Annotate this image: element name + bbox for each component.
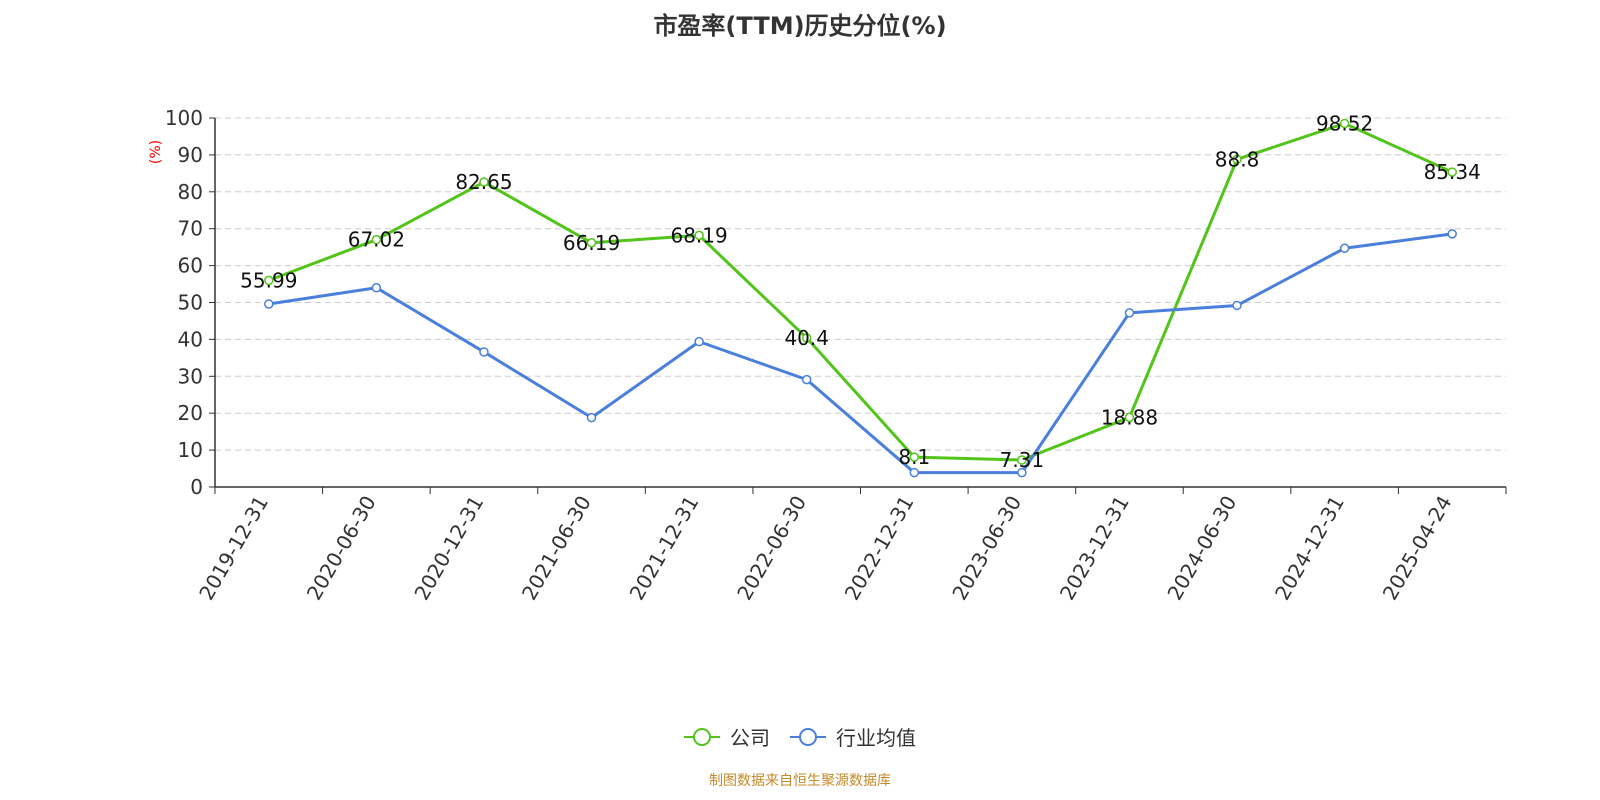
source-note: 制图数据来自恒生聚源数据库 bbox=[709, 773, 891, 789]
data-point bbox=[909, 452, 920, 462]
x-tick-label: 2019-12-31 bbox=[194, 492, 273, 605]
data-point bbox=[264, 275, 274, 286]
chart-canvas: 0 10 20 30 40 50 60 70 80 90 100(%) 2019-12-31 2020-… bbox=[148, 106, 1507, 605]
data-point bbox=[586, 412, 597, 423]
data-label: 8.1 bbox=[898, 445, 930, 469]
data-point bbox=[909, 467, 920, 478]
data-point bbox=[801, 333, 812, 343]
data-point bbox=[1017, 455, 1027, 465]
y-tick-label: 100 bbox=[165, 106, 203, 130]
data-label: 18.88 bbox=[1101, 405, 1158, 429]
series-line bbox=[268, 232, 1453, 475]
y-tick-label: 70 bbox=[178, 217, 203, 241]
legend-line-icon bbox=[790, 727, 826, 746]
legend-label-company: 公司 bbox=[730, 726, 770, 750]
data-point bbox=[1017, 467, 1027, 478]
data-label: 40.4 bbox=[784, 326, 829, 350]
data-label: 66.19 bbox=[563, 231, 620, 255]
x-tick-label: 2021-12-31 bbox=[625, 492, 704, 605]
axes: 0 10 20 30 40 50 60 70 80 90 100(%) 2019-12-31 2020-… bbox=[148, 106, 1507, 605]
data-point bbox=[801, 374, 812, 385]
data-point bbox=[1447, 229, 1457, 239]
data-point bbox=[479, 347, 489, 357]
legend-line-icon bbox=[684, 727, 720, 746]
y-tick-label: 60 bbox=[178, 254, 203, 278]
data-labels: 55.99 67.02 82.65 66.19 68.19 40.4 8.1 7.31 18.8… bbox=[240, 111, 1481, 472]
y-tick-label: 50 bbox=[178, 291, 203, 315]
legend-item-company[interactable]: 公司 bbox=[684, 722, 770, 751]
legend-label-industry: 行业均值 bbox=[836, 726, 916, 750]
x-tick-label: 2024-06-30 bbox=[1162, 492, 1241, 605]
series-line bbox=[268, 121, 1453, 462]
data-label: 7.31 bbox=[1000, 448, 1045, 472]
y-tick-label: 20 bbox=[178, 401, 203, 425]
data-point bbox=[264, 299, 274, 309]
y-tick-label: 10 bbox=[178, 438, 203, 462]
y-tick-label: 90 bbox=[178, 143, 203, 167]
data-point bbox=[1232, 300, 1242, 311]
x-tick-label: 2023-12-31 bbox=[1055, 492, 1134, 605]
legend-item-industry[interactable]: 行业均值 bbox=[790, 722, 916, 751]
data-point bbox=[694, 230, 704, 241]
data-point bbox=[1232, 154, 1242, 165]
grid-lines bbox=[215, 117, 1506, 451]
series bbox=[264, 118, 1457, 478]
y-tick-label: 40 bbox=[178, 327, 203, 351]
y-tick-label: 0 bbox=[190, 475, 203, 499]
data-label: 88.8 bbox=[1215, 147, 1260, 171]
x-tick-label: 2024-12-31 bbox=[1270, 492, 1349, 605]
y-axis-label: (%) bbox=[148, 140, 164, 164]
x-tick-label: 2020-06-30 bbox=[302, 492, 381, 605]
x-tick-label: 2022-12-31 bbox=[840, 492, 919, 605]
data-point bbox=[586, 238, 597, 248]
x-tick-label: 2023-06-30 bbox=[947, 492, 1026, 605]
data-point bbox=[371, 234, 382, 245]
data-point bbox=[694, 336, 704, 347]
data-label: 55.99 bbox=[240, 268, 297, 292]
data-label: 68.19 bbox=[670, 223, 727, 247]
data-point bbox=[1339, 243, 1350, 254]
y-tick-label: 30 bbox=[178, 364, 203, 388]
data-label: 67.02 bbox=[348, 228, 405, 252]
chart-title: 市盈率(TTM)历史分位(%) bbox=[653, 12, 947, 40]
x-tick-label: 2021-06-30 bbox=[517, 492, 596, 605]
x-tick-label: 2025-04-24 bbox=[1378, 492, 1457, 605]
data-point bbox=[1124, 412, 1135, 423]
legend: 公司 行业均值 bbox=[0, 722, 1600, 751]
data-label: 82.65 bbox=[455, 170, 512, 194]
data-point bbox=[1339, 118, 1350, 129]
x-tick-label: 2020-12-31 bbox=[409, 492, 488, 605]
data-label: 98.52 bbox=[1316, 111, 1373, 135]
data-point bbox=[1447, 167, 1457, 177]
data-point bbox=[1124, 308, 1135, 318]
data-point bbox=[479, 177, 489, 187]
y-tick-label: 80 bbox=[178, 180, 203, 204]
data-label: 85.34 bbox=[1424, 160, 1481, 184]
x-tick-label: 2022-06-30 bbox=[732, 492, 811, 605]
data-point bbox=[371, 282, 382, 293]
